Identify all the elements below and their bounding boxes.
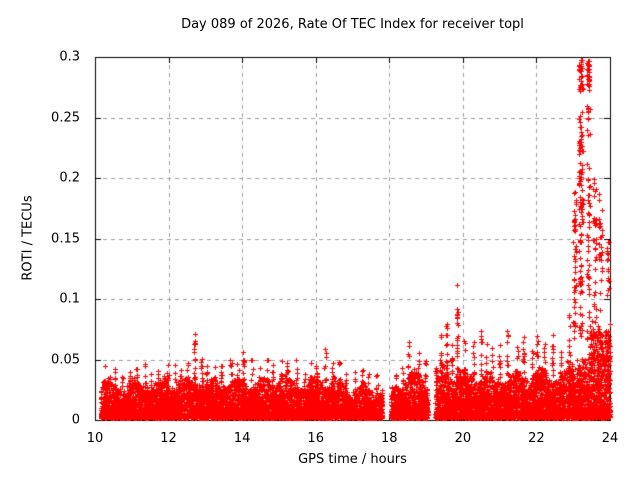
x-tick-label: 24 [601, 431, 619, 446]
y-tick-label: 0.05 [51, 352, 80, 367]
x-tick-label: 20 [454, 431, 472, 446]
y-tick-label: 0.3 [59, 49, 80, 65]
x-tick-label: 14 [233, 431, 251, 446]
x-tick-label: 22 [528, 431, 545, 446]
chart-title: Day 089 of 2026, Rate Of TEC Index for r… [181, 17, 524, 32]
y-tick-label: 0.1 [59, 291, 80, 307]
y-tick-label: 0.2 [59, 170, 80, 186]
y-tick-label: 0.25 [51, 110, 80, 125]
x-axis-label: GPS time / hours [298, 452, 407, 467]
x-tick-label: 10 [86, 431, 104, 446]
x-tick-label: 16 [307, 431, 324, 446]
x-tick-label: 18 [381, 431, 398, 446]
x-tick-label: 12 [160, 431, 177, 446]
y-tick-label: 0 [71, 412, 80, 428]
y-tick-label: 0.15 [51, 231, 80, 246]
